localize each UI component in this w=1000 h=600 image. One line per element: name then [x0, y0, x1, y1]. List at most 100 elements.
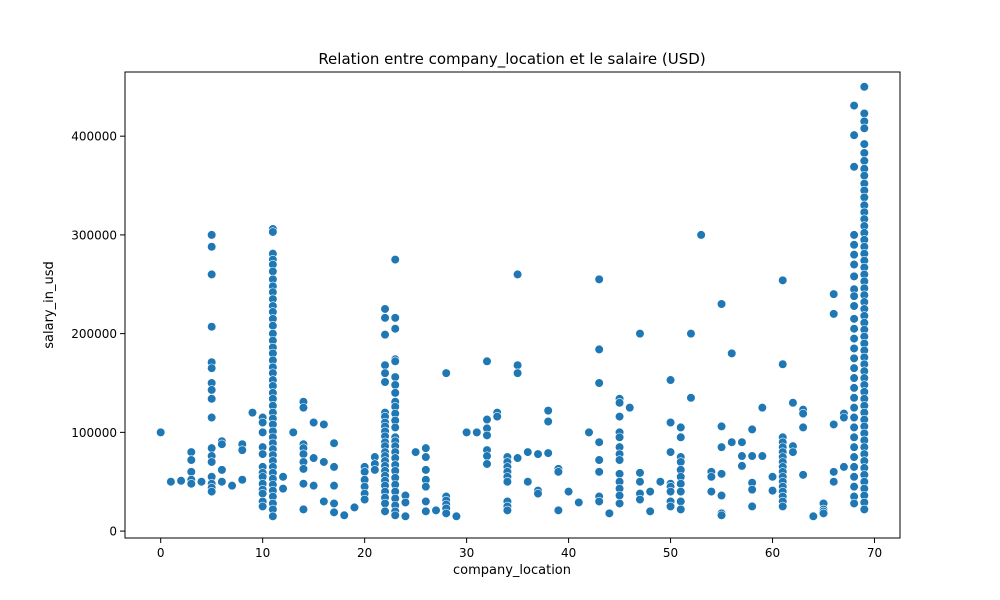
data-point	[798, 470, 808, 480]
data-point	[380, 498, 390, 509]
data-point	[502, 505, 513, 515]
data-point	[349, 502, 360, 512]
data-point	[390, 372, 400, 382]
data-point	[716, 421, 727, 432]
data-point	[258, 449, 268, 459]
data-point	[859, 171, 869, 181]
y-tick-label: 0	[109, 525, 117, 539]
data-point	[390, 380, 400, 390]
data-point	[319, 496, 329, 507]
data-point	[849, 373, 859, 383]
data-point	[839, 412, 849, 423]
data-point	[207, 242, 217, 252]
data-point	[247, 408, 258, 418]
data-point	[207, 269, 217, 279]
data-point	[676, 486, 686, 497]
data-point	[829, 477, 839, 487]
data-point	[849, 442, 859, 452]
data-point	[849, 422, 859, 433]
data-point	[594, 344, 604, 355]
data-point	[309, 417, 319, 428]
data-point	[798, 409, 808, 419]
data-point	[156, 427, 166, 437]
data-point	[849, 333, 859, 344]
data-point	[849, 343, 859, 354]
data-point	[849, 324, 859, 334]
data-point	[849, 432, 859, 442]
data-point	[186, 447, 196, 457]
data-point	[655, 477, 665, 487]
data-point	[482, 356, 492, 366]
data-point	[849, 240, 859, 250]
y-tick-label: 100000	[71, 426, 117, 440]
data-point	[859, 108, 869, 119]
data-point	[849, 383, 859, 393]
data-point	[298, 504, 309, 514]
data-point	[849, 271, 859, 281]
data-point	[329, 438, 339, 448]
data-point	[533, 449, 543, 459]
data-point	[737, 451, 747, 461]
data-point	[645, 506, 655, 516]
data-point	[421, 496, 431, 507]
data-point	[849, 162, 859, 172]
data-point	[849, 462, 859, 472]
data-point	[859, 82, 869, 92]
data-point	[400, 497, 411, 508]
data-point	[258, 417, 268, 428]
data-point	[319, 419, 329, 430]
data-point	[614, 398, 625, 408]
scatter-points	[156, 82, 869, 521]
data-point	[329, 507, 339, 517]
data-point	[798, 422, 808, 433]
data-point	[747, 485, 757, 495]
data-point	[176, 476, 186, 486]
data-point	[186, 467, 196, 477]
data-point	[380, 330, 390, 340]
data-point	[676, 504, 686, 514]
data-point	[584, 427, 594, 437]
x-tick-label: 40	[561, 546, 576, 560]
x-tick-label: 10	[255, 546, 270, 560]
data-point	[635, 329, 645, 339]
data-point	[614, 432, 625, 442]
data-point	[298, 403, 309, 413]
data-point	[778, 275, 788, 285]
data-point	[839, 462, 849, 472]
data-point	[207, 394, 217, 404]
data-point	[217, 477, 227, 487]
data-point	[298, 479, 309, 489]
data-point	[849, 100, 859, 111]
data-point	[380, 360, 390, 370]
data-point	[849, 412, 859, 423]
data-point	[380, 313, 390, 323]
data-point	[309, 453, 319, 463]
data-point	[411, 447, 421, 457]
data-point	[553, 467, 563, 477]
data-point	[217, 439, 227, 449]
data-point	[431, 505, 441, 515]
data-point	[268, 266, 278, 277]
data-point	[849, 291, 859, 301]
data-point	[186, 479, 196, 489]
data-point	[716, 490, 727, 501]
data-point	[727, 348, 737, 358]
data-point	[227, 481, 237, 491]
data-point	[706, 486, 716, 497]
data-point	[441, 368, 451, 378]
data-point	[380, 377, 390, 387]
data-point	[716, 510, 727, 520]
data-point	[829, 419, 839, 430]
data-point	[849, 259, 859, 270]
data-point	[849, 363, 859, 373]
data-point	[390, 510, 400, 520]
data-point	[421, 452, 431, 462]
data-point	[849, 250, 859, 260]
data-point	[268, 321, 278, 331]
data-point	[788, 398, 798, 408]
data-point	[390, 254, 400, 265]
data-point	[258, 488, 268, 499]
data-point	[757, 451, 767, 461]
data-point	[309, 481, 319, 491]
